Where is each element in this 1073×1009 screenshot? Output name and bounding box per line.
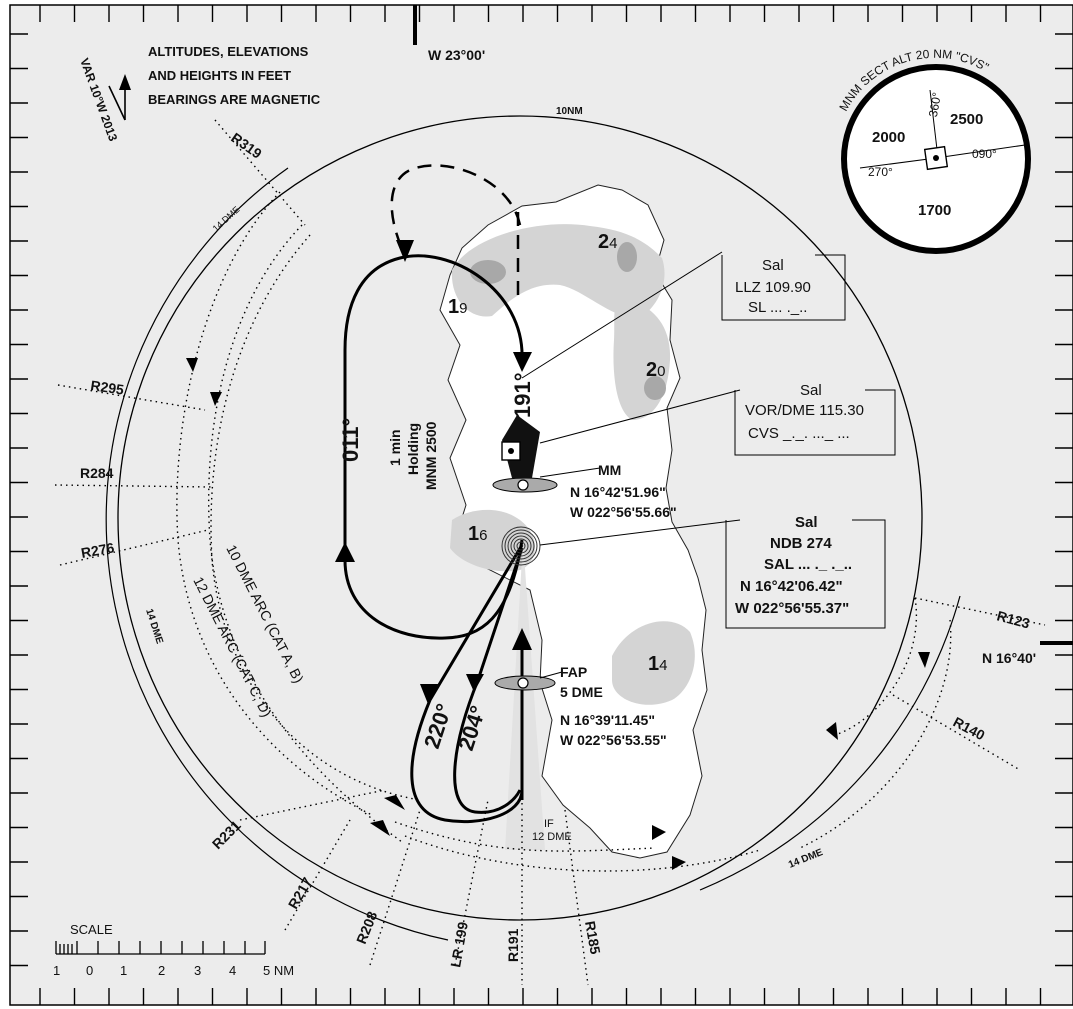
ndb-ident: SAL ... ._ ._..: [764, 556, 852, 573]
holding-label: Holding: [405, 423, 421, 475]
runway-icon: [502, 415, 540, 478]
holding-inbound: [343, 254, 524, 640]
course-outbound: 011°: [338, 418, 363, 462]
llz-freq: LLZ 109.90: [735, 279, 811, 296]
ndb-icon: [501, 526, 541, 566]
note-line-2: AND HEIGHTS IN FEET: [148, 68, 291, 83]
terrain-shade: [450, 509, 535, 572]
terrain-shade: [451, 224, 665, 319]
peak-shade: [617, 242, 637, 272]
ndb-lat: N 16°42'06.42": [740, 578, 843, 595]
radial-r185: R185: [582, 920, 604, 956]
ndb-name: Sal: [795, 514, 818, 531]
if-name: IF: [544, 818, 554, 830]
leader-lines: [521, 251, 896, 679]
entry-track: [390, 164, 522, 256]
note-line-1: ALTITUDES, ELEVATIONS: [148, 44, 309, 59]
radial-r295: R295: [90, 377, 126, 398]
msa-ne-alt: 2500: [950, 111, 983, 128]
scale-bar: [55, 941, 266, 955]
navaids: [492, 415, 558, 691]
scale-title: SCALE: [70, 922, 113, 937]
ndb-lon: W 022°56'55.37": [735, 600, 849, 617]
llz-ident: SL ... ._..: [748, 299, 807, 316]
true-north-arrowhead: [119, 74, 131, 90]
mm-name: MM: [598, 462, 621, 478]
if-dist: 12 DME: [532, 831, 572, 843]
height-14: 14: [648, 653, 667, 675]
holding-alt: MNM 2500: [423, 421, 439, 490]
vor-name: Sal: [800, 382, 822, 399]
approach-cone: [505, 540, 545, 850]
scale-3: 3: [194, 963, 201, 978]
radial-r276: R276: [80, 539, 116, 561]
height-16: 16: [468, 523, 487, 545]
radial-r191: R191: [505, 928, 521, 962]
fap-lon: W 022°56'53.55": [560, 732, 667, 748]
mm-lat: N 16°42'51.96": [570, 484, 666, 500]
track-arrowheads: [335, 240, 532, 704]
scale-0: 0: [86, 963, 93, 978]
radial-r284: R284: [80, 465, 114, 481]
terrain-shade: [612, 621, 695, 705]
holding-time: 1 min: [387, 429, 403, 466]
approach-track-204: [453, 547, 524, 814]
island: [439, 184, 708, 859]
range-ring-10nm: [117, 115, 923, 921]
scale-2: 2: [158, 963, 165, 978]
msa-brg-090: 090°: [972, 147, 997, 161]
llz-name: Sal: [762, 257, 784, 274]
approach-track-220: [410, 544, 524, 824]
border-ticks: [10, 5, 1073, 1005]
msa-circle: [841, 64, 1031, 254]
fap-lat: N 16°39'11.45": [560, 712, 655, 728]
arc-arrowheads: [186, 358, 930, 870]
scale-n1: 1: [53, 963, 60, 978]
radial-lr199: LR 199: [447, 920, 471, 968]
ndb-freq: NDB 274: [770, 535, 832, 552]
arc-14dme-east: [699, 595, 961, 891]
parallel-label: N 16°40': [982, 650, 1036, 666]
arc-14dme-west: [105, 167, 449, 941]
scale-4: 4: [229, 963, 236, 978]
meridian-label: W 23°00': [428, 47, 485, 63]
height-20: 20: [646, 359, 665, 381]
flight-tracks: [343, 254, 524, 824]
msa-brg-270: 270°: [868, 165, 893, 179]
msa-brg-360: 360°: [926, 91, 944, 118]
vor-ident: CVS _._. ..._ ...: [748, 425, 850, 442]
peak-shade: [644, 376, 666, 400]
scale-1: 1: [120, 963, 127, 978]
height-19: 19: [448, 296, 467, 318]
course-inbound: 191°: [510, 372, 535, 418]
height-24: 24: [598, 231, 617, 253]
fap-dist: 5 DME: [560, 684, 603, 700]
mm-lon: W 022°56'55.66": [570, 504, 677, 520]
ring-10nm-label: 10NM: [556, 106, 583, 117]
vor-freq: VOR/DME 115.30: [745, 402, 864, 419]
fap-name: FAP: [560, 664, 587, 680]
scale-5: 5 NM: [263, 963, 294, 978]
note-line-3: BEARINGS ARE MAGNETIC: [148, 92, 321, 107]
msa-nw-alt: 2000: [872, 129, 905, 146]
peak-shade: [470, 260, 506, 284]
msa-s-alt: 1700: [918, 202, 951, 219]
